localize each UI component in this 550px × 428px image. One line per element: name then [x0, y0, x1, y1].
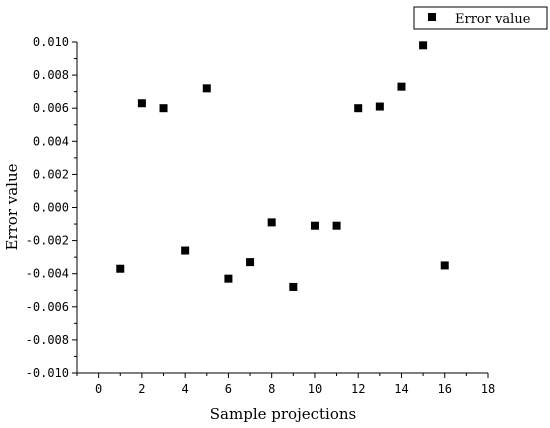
plot-frame — [76, 42, 488, 374]
y-tick-label: -0.004 — [26, 267, 69, 281]
legend-marker — [428, 13, 436, 21]
data-point — [310, 221, 319, 230]
data-point — [419, 41, 428, 50]
data-point — [440, 261, 449, 270]
y-tick-label: -0.008 — [26, 333, 69, 347]
x-tick-label: 10 — [308, 382, 322, 396]
x-axis: 0 2 4 6 8 10 12 14 16 18 — [76, 373, 495, 396]
y-tick-label: 0.000 — [33, 201, 69, 215]
y-tick-label: -0.010 — [26, 366, 69, 380]
data-point — [332, 221, 341, 230]
x-tick-label: 18 — [481, 382, 495, 396]
x-tick-label: 12 — [351, 382, 365, 396]
x-tick-label: 8 — [268, 382, 275, 396]
x-tick-label: 14 — [394, 382, 408, 396]
x-tick-label: 0 — [95, 382, 102, 396]
y-tick-label: -0.002 — [26, 234, 69, 248]
legend-label: Error value — [455, 12, 531, 27]
data-point — [397, 82, 406, 91]
data-point — [202, 84, 211, 93]
data-point — [224, 274, 233, 283]
x-axis-title: Sample projections — [210, 405, 356, 423]
x-tick-label: 16 — [438, 382, 452, 396]
y-tick-label: -0.006 — [26, 300, 69, 314]
data-markers — [116, 41, 449, 291]
data-point — [137, 99, 146, 108]
y-tick-label: 0.006 — [33, 101, 69, 115]
data-point — [354, 104, 363, 113]
y-axis: -0.010 -0.008 -0.006 -0.004 -0.002 0.000 0.002… — [26, 35, 77, 380]
y-axis-title: Error value — [3, 163, 21, 250]
data-point — [375, 102, 384, 111]
data-point — [116, 264, 125, 273]
legend-box — [413, 6, 548, 30]
data-point — [181, 246, 190, 255]
legend: Error value — [413, 6, 548, 30]
data-point — [267, 218, 276, 227]
data-point — [159, 104, 168, 113]
y-tick-label: 0.002 — [33, 167, 69, 181]
x-tick-label: 2 — [138, 382, 145, 396]
data-point — [246, 258, 255, 267]
x-tick-label: 6 — [225, 382, 232, 396]
y-tick-label: 0.008 — [33, 68, 69, 82]
x-tick-label: 4 — [182, 382, 189, 396]
y-tick-label: 0.010 — [33, 35, 69, 49]
data-point — [289, 282, 298, 291]
y-tick-label: 0.004 — [33, 134, 69, 148]
